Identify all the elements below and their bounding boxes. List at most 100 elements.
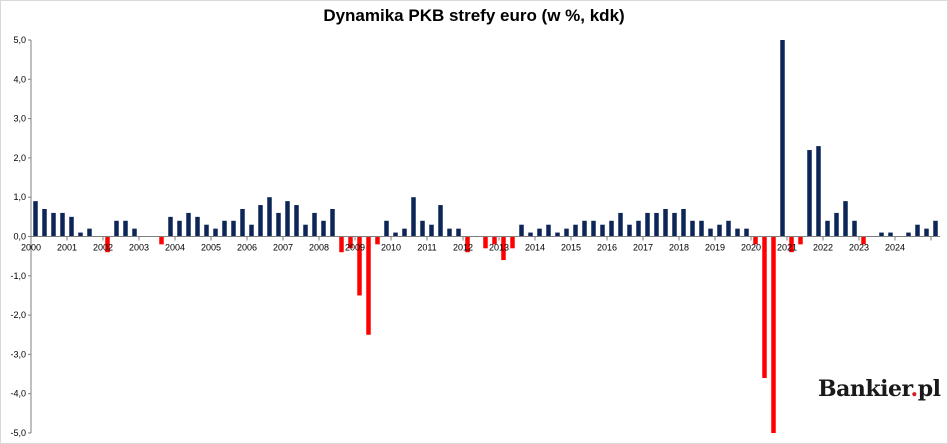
bar [231,220,236,237]
bar [591,220,596,237]
bar [222,220,227,237]
bar [33,201,38,237]
bar [906,232,911,237]
bar [645,212,650,237]
y-tick-label: 5,0 [13,35,26,45]
bar [105,236,110,253]
bar [861,236,866,245]
bar [438,205,443,237]
bar [573,224,578,237]
bar [888,232,893,237]
y-tick-label: -3,0 [10,349,26,359]
x-tick-label: 2023 [849,243,869,253]
bar [465,236,470,253]
y-tick-label: 0,0 [13,232,26,242]
bar [807,150,812,237]
x-tick-label: 2008 [309,243,329,253]
bar [186,212,191,237]
bar [87,228,92,237]
bar [258,205,263,237]
x-tick-label: 2003 [129,243,149,253]
bar [393,232,398,237]
bar [753,236,758,245]
bar [564,228,569,237]
x-tick-label: 2006 [237,243,257,253]
bar [402,228,407,237]
bar [276,212,281,237]
bar [771,236,776,433]
bar [330,208,335,237]
chart-title: Dynamika PKB strefy euro (w %, kdk) [323,6,625,25]
bar [123,220,128,237]
bar [384,220,389,237]
x-tick-label: 2011 [417,243,436,253]
bar [627,224,632,237]
bar [114,220,119,237]
y-tick-label: -1,0 [10,271,26,281]
bar [789,236,794,253]
bar [339,236,344,253]
y-tick-label: 2,0 [13,153,26,163]
bar [582,220,587,237]
bar [699,220,704,237]
x-tick-label: 2004 [165,243,185,253]
bar [78,232,83,237]
x-tick-label: 2012 [453,243,473,253]
bar [132,228,137,237]
bar [204,224,209,237]
bar [348,236,353,249]
bar [618,212,623,237]
bar [366,236,371,335]
logo-suffix: pl [917,376,941,402]
bar [663,208,668,237]
x-tick-label: 2000 [21,243,41,253]
bar [654,212,659,237]
bar [411,197,416,237]
x-tick-label: 2020 [741,243,761,253]
logo-name: Bankier [818,376,911,402]
bar [726,220,731,237]
bar [717,224,722,237]
x-tick-label: 2024 [885,243,905,253]
bar [447,228,452,237]
x-tick-label: 2016 [597,243,617,253]
bar [267,197,272,237]
bar [708,228,713,237]
x-tick-label: 2005 [201,243,221,253]
logo-dot: . [910,376,919,402]
x-tick-label: 2007 [273,243,293,253]
bar [879,232,884,237]
bar [780,40,785,237]
bar [735,228,740,237]
bar [924,228,929,237]
y-tick-label: 4,0 [13,74,26,84]
x-tick-label: 2017 [633,243,653,253]
x-tick-label: 2014 [525,243,545,253]
bar [672,212,677,237]
bar [555,232,560,237]
bar [528,232,533,237]
bar [843,201,848,237]
bar [213,228,218,237]
y-tick-label: -2,0 [10,310,26,320]
bar [357,236,362,296]
bar [915,224,920,237]
y-tick-label: 3,0 [13,114,26,124]
x-tick-label: 2018 [669,243,689,253]
bar [510,236,515,249]
x-tick-label: 2019 [705,243,725,253]
x-tick-label: 2010 [381,243,401,253]
bar [42,208,47,237]
bar [168,216,173,237]
bankier-logo: Bankier.pl [818,376,941,402]
bar [816,146,821,237]
bar [537,228,542,237]
x-tick-label: 2015 [561,243,581,253]
x-tick-label: 2001 [57,243,77,253]
bar [744,228,749,237]
bar [519,224,524,237]
bar [285,201,290,237]
bar [69,216,74,237]
bar [240,208,245,237]
bar [825,220,830,237]
